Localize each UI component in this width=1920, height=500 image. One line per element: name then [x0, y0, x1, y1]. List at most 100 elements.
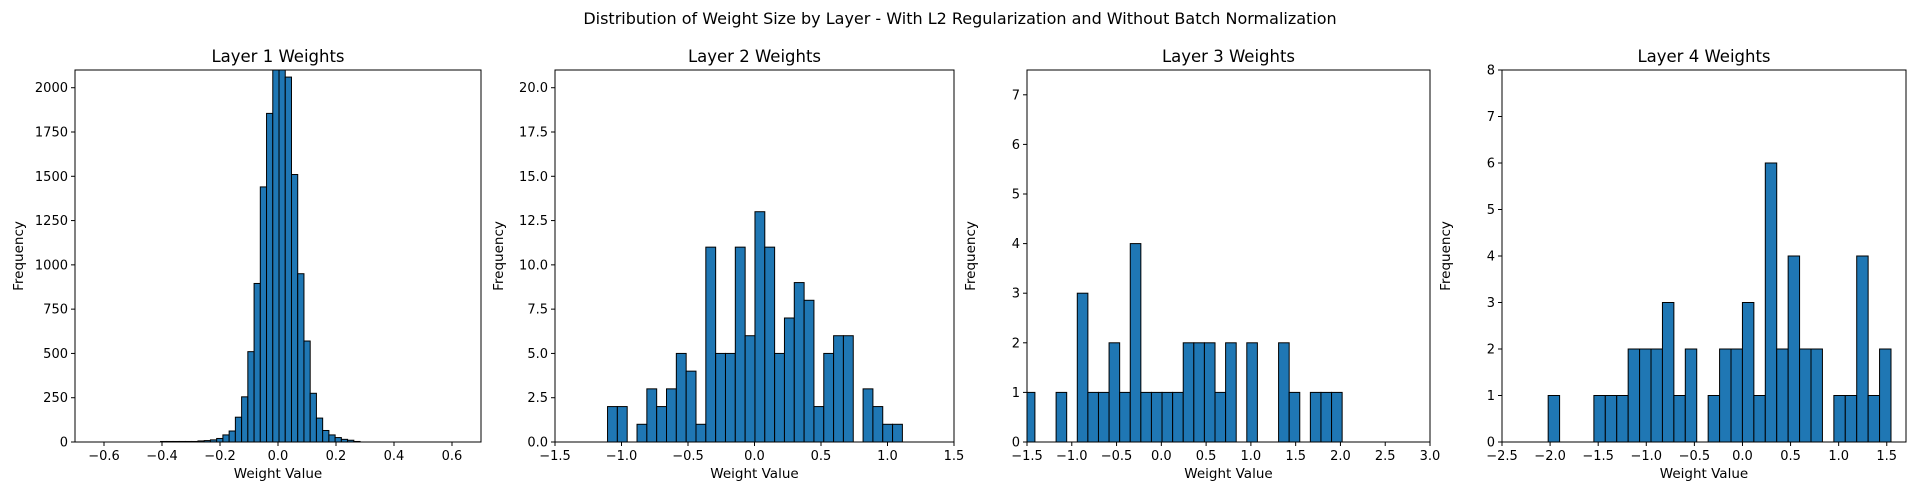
histogram-bar	[607, 406, 618, 442]
histogram-bar	[803, 299, 815, 442]
subplot-title: Layer 2 Weights	[688, 47, 821, 66]
histogram-bar	[272, 70, 280, 442]
x-tick: −1.5	[1582, 442, 1614, 464]
x-tick: −1.5	[1011, 442, 1043, 464]
y-tick-label: 5.0	[527, 347, 548, 362]
histogram-bar	[1753, 395, 1766, 442]
y-tick-label: 4	[1012, 237, 1020, 252]
y-tick-label: 1	[1487, 389, 1495, 404]
y-tick: 500	[43, 347, 75, 362]
x-tick-label: 1.0	[877, 449, 898, 464]
y-tick-label: 250	[43, 391, 68, 406]
histogram-bar	[656, 406, 668, 442]
x-tick: 0.4	[384, 442, 405, 464]
histogram-bar	[241, 396, 249, 442]
x-tick: 0.0	[268, 442, 289, 464]
y-tick: 6	[1487, 157, 1502, 172]
histogram-bars	[1547, 162, 1892, 442]
histogram-bar	[1193, 342, 1205, 442]
histogram-bar	[1787, 255, 1801, 442]
histogram-bar	[1203, 342, 1216, 442]
y-tick: 1500	[35, 170, 75, 185]
histogram-bar	[774, 352, 785, 442]
histogram-bar	[284, 76, 292, 442]
histogram-bar	[1867, 395, 1881, 442]
histogram-bar	[1214, 391, 1227, 442]
histogram-bar	[253, 282, 261, 442]
histogram-bar	[1741, 302, 1755, 442]
histogram-bar	[705, 246, 717, 442]
histogram-bar	[1225, 342, 1237, 442]
x-tick-label: 0.4	[384, 449, 405, 464]
y-tick-label: 2.5	[527, 391, 548, 406]
y-tick-label: 3	[1012, 287, 1020, 302]
x-tick: 1.5	[1876, 442, 1897, 464]
histogram-bar	[724, 352, 736, 442]
y-tick-label: 7	[1487, 110, 1495, 125]
x-tick: −0.5	[1679, 442, 1711, 464]
histogram-bar	[1844, 395, 1858, 442]
x-tick: 0.6	[442, 442, 462, 464]
y-tick: 15.0	[519, 170, 555, 185]
x-tick-label: −1.0	[1630, 449, 1662, 464]
y-tick-label: 1500	[35, 170, 68, 185]
subplot-title: Layer 4 Weights	[1637, 47, 1770, 66]
x-tick-label: 0.0	[268, 449, 289, 464]
y-tick-label: 1750	[35, 126, 68, 141]
x-tick: 0.5	[1780, 442, 1801, 464]
y-tick: 0	[60, 436, 75, 451]
histogram-bar	[1182, 342, 1195, 442]
histogram-bar	[862, 388, 874, 442]
histogram-bar	[754, 211, 766, 442]
y-tick-label: 0	[60, 436, 68, 451]
y-tick-label: 7	[1012, 88, 1020, 103]
axes-frame	[74, 69, 482, 443]
histogram-bar	[1764, 162, 1778, 442]
y-tick-label: 6	[1487, 157, 1495, 172]
y-tick: 750	[43, 303, 75, 318]
x-tick: 1.0	[1241, 442, 1261, 464]
x-tick-label: 0.5	[811, 449, 832, 464]
histogram-bar	[309, 392, 317, 442]
histogram-bar	[833, 335, 844, 442]
y-tick: 0.0	[527, 436, 555, 451]
x-tick: 0.5	[1196, 442, 1217, 464]
y-tick: 3	[1012, 287, 1027, 302]
x-tick: −0.5	[1101, 442, 1132, 464]
histogram-bar	[1246, 342, 1258, 442]
x-tick: 0.0	[744, 442, 765, 464]
x-tick: 2.5	[1375, 442, 1396, 464]
histogram-bar	[315, 417, 324, 442]
y-tick-label: 2	[1487, 343, 1495, 358]
y-tick: 10.0	[519, 258, 555, 273]
histogram-bar	[823, 352, 835, 442]
y-tick-label: 750	[43, 303, 68, 318]
histogram-bar	[1776, 348, 1789, 442]
y-tick: 6	[1012, 138, 1027, 153]
x-tick-label: 0.0	[744, 449, 765, 464]
histogram-bar	[1288, 391, 1301, 442]
x-tick-label: −1.5	[1582, 449, 1614, 464]
x-tick-label: 0.5	[1196, 449, 1217, 464]
x-tick-label: 1.5	[1876, 449, 1897, 464]
y-tick: 1750	[35, 126, 75, 141]
y-tick: 3	[1487, 296, 1502, 311]
y-tick: 1	[1012, 386, 1027, 401]
y-tick: 8	[1487, 64, 1502, 79]
histogram-bar	[1719, 348, 1732, 442]
histogram-bar	[764, 246, 776, 442]
y-tick: 2.5	[527, 391, 555, 406]
histogram-bar	[793, 282, 805, 442]
x-tick-label: −0.5	[1679, 449, 1711, 464]
histogram-bar	[842, 335, 854, 442]
histogram-bar	[1140, 391, 1152, 442]
y-tick-label: 1	[1012, 386, 1020, 401]
y-tick-label: 15.0	[519, 170, 548, 185]
x-tick: 1.5	[944, 442, 964, 464]
x-tick-label: −0.5	[672, 449, 704, 464]
x-tick-label: −1.0	[1056, 449, 1088, 464]
histogram-bar	[892, 423, 903, 442]
subplot-title: Layer 3 Weights	[1162, 47, 1295, 66]
histogram-bar	[1627, 348, 1641, 442]
y-tick-label: 1000	[35, 258, 68, 273]
